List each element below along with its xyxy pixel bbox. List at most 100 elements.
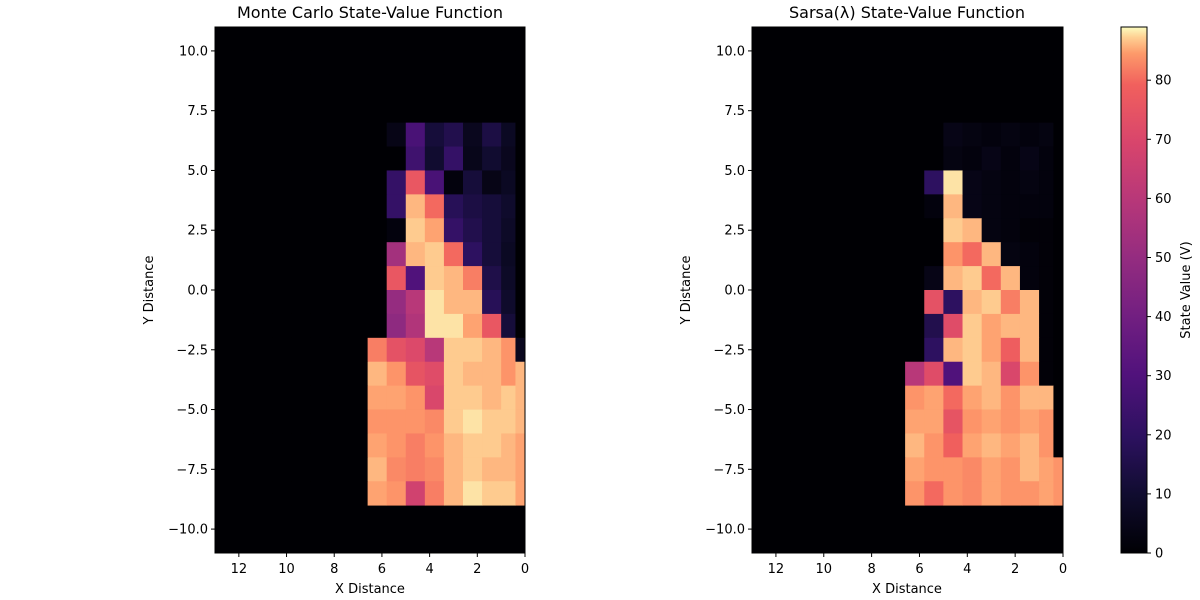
heatmap-cell xyxy=(386,313,407,339)
heatmap-cell xyxy=(828,242,849,267)
heatmap-cell xyxy=(1019,242,1040,267)
heatmap-cell xyxy=(809,122,829,147)
heatmap-cell xyxy=(943,385,963,410)
heatmap-cell xyxy=(1053,218,1064,243)
heatmap-cell xyxy=(482,313,502,339)
heatmap-cell xyxy=(771,50,791,76)
heatmap-cell xyxy=(809,266,829,291)
sarsa-x-ticks: 12 10 8 6 4 2 0 xyxy=(768,553,1067,577)
x-tick-label: 4 xyxy=(963,562,971,577)
heatmap-cell xyxy=(253,337,273,363)
heatmap-cell xyxy=(501,170,516,195)
heatmap-cell xyxy=(1053,242,1064,267)
heatmap-cell xyxy=(443,385,464,410)
heatmap-cell xyxy=(443,361,464,387)
heatmap-cell xyxy=(1019,457,1040,482)
heatmap-cell xyxy=(943,481,963,506)
heatmap-cell xyxy=(809,194,829,219)
x-tick-label: 2 xyxy=(473,562,481,577)
heatmap-cell xyxy=(424,242,445,267)
heatmap-cell xyxy=(234,170,254,195)
heatmap-cell xyxy=(424,98,445,124)
heatmap-cell xyxy=(367,409,388,434)
heatmap-cell xyxy=(847,433,868,458)
heatmap-cell xyxy=(234,457,254,482)
heatmap-cell xyxy=(367,290,388,315)
heatmap-cell xyxy=(501,361,516,387)
heatmap-cell xyxy=(790,433,810,458)
heatmap-cell xyxy=(752,50,772,76)
x-tick-label: 6 xyxy=(915,562,923,577)
heatmap-cell xyxy=(272,170,292,195)
heatmap-cell xyxy=(405,242,426,267)
heatmap-cell xyxy=(771,170,791,195)
heatmap-cell xyxy=(482,170,502,195)
heatmap-cell xyxy=(515,98,526,124)
heatmap-cell xyxy=(1053,194,1064,219)
heatmap-cell xyxy=(962,98,983,124)
heatmap-cell xyxy=(272,27,292,52)
heatmap-cell xyxy=(905,337,925,363)
heatmap-cell xyxy=(272,242,292,267)
heatmap-cell xyxy=(310,409,330,434)
heatmap-cell xyxy=(348,409,369,434)
heatmap-cell xyxy=(1039,50,1054,76)
heatmap-cell xyxy=(1000,433,1021,458)
heatmap-cell xyxy=(885,146,906,171)
heatmap-cell xyxy=(1053,266,1064,291)
heatmap-cell xyxy=(367,266,388,291)
heatmap-cell xyxy=(809,50,829,76)
heatmap-cell xyxy=(463,50,483,76)
heatmap-cell xyxy=(771,361,791,387)
heatmap-cell xyxy=(771,409,791,434)
heatmap-cell xyxy=(348,218,369,243)
heatmap-cell xyxy=(215,74,235,100)
heatmap-cell xyxy=(866,337,887,363)
heatmap-cell xyxy=(272,361,292,387)
heatmap-cell xyxy=(752,409,772,434)
heatmap-cell xyxy=(443,266,464,291)
heatmap-cell xyxy=(771,385,791,410)
monte-carlo-x-ticks: 12 10 8 6 4 2 0 xyxy=(231,553,529,577)
heatmap-cell xyxy=(234,337,254,363)
heatmap-cell xyxy=(809,146,829,171)
heatmap-cell xyxy=(1039,98,1054,124)
heatmap-cell xyxy=(1000,481,1021,506)
heatmap-cell xyxy=(828,218,849,243)
heatmap-cell xyxy=(234,361,254,387)
heatmap-cell xyxy=(310,313,330,339)
heatmap-cell xyxy=(215,385,235,410)
heatmap-cell xyxy=(905,122,925,147)
heatmap-cell xyxy=(348,457,369,482)
heatmap-cell xyxy=(828,337,849,363)
heatmap-cell xyxy=(924,409,944,434)
heatmap-cell xyxy=(1053,98,1064,124)
heatmap-cell xyxy=(981,98,1002,124)
heatmap-cell xyxy=(1000,242,1021,267)
heatmap-cell xyxy=(329,218,349,243)
heatmap-cell xyxy=(885,481,906,506)
y-tick-label: 2.5 xyxy=(724,224,745,239)
heatmap-cell xyxy=(1053,409,1064,434)
heatmap-cell xyxy=(215,194,235,219)
y-tick-label: −10.0 xyxy=(705,523,745,538)
heatmap-cell xyxy=(367,146,388,171)
heatmap-cell xyxy=(1000,385,1021,410)
heatmap-cell xyxy=(501,122,516,147)
x-tick-label: 0 xyxy=(1059,562,1067,577)
heatmap-cell xyxy=(386,74,407,100)
heatmap-cell xyxy=(962,481,983,506)
heatmap-cell xyxy=(234,242,254,267)
y-tick-label: 10.0 xyxy=(179,44,208,59)
heatmap-cell xyxy=(501,74,516,100)
heatmap-cell xyxy=(752,170,772,195)
heatmap-cell xyxy=(981,409,1002,434)
heatmap-cell xyxy=(1000,313,1021,339)
heatmap-cell xyxy=(981,290,1002,315)
heatmap-cell xyxy=(405,170,426,195)
heatmap-cell xyxy=(981,266,1002,291)
heatmap-cell xyxy=(962,27,983,52)
heatmap-cell xyxy=(291,385,311,410)
heatmap-cell xyxy=(291,74,311,100)
heatmap-cell xyxy=(885,313,906,339)
